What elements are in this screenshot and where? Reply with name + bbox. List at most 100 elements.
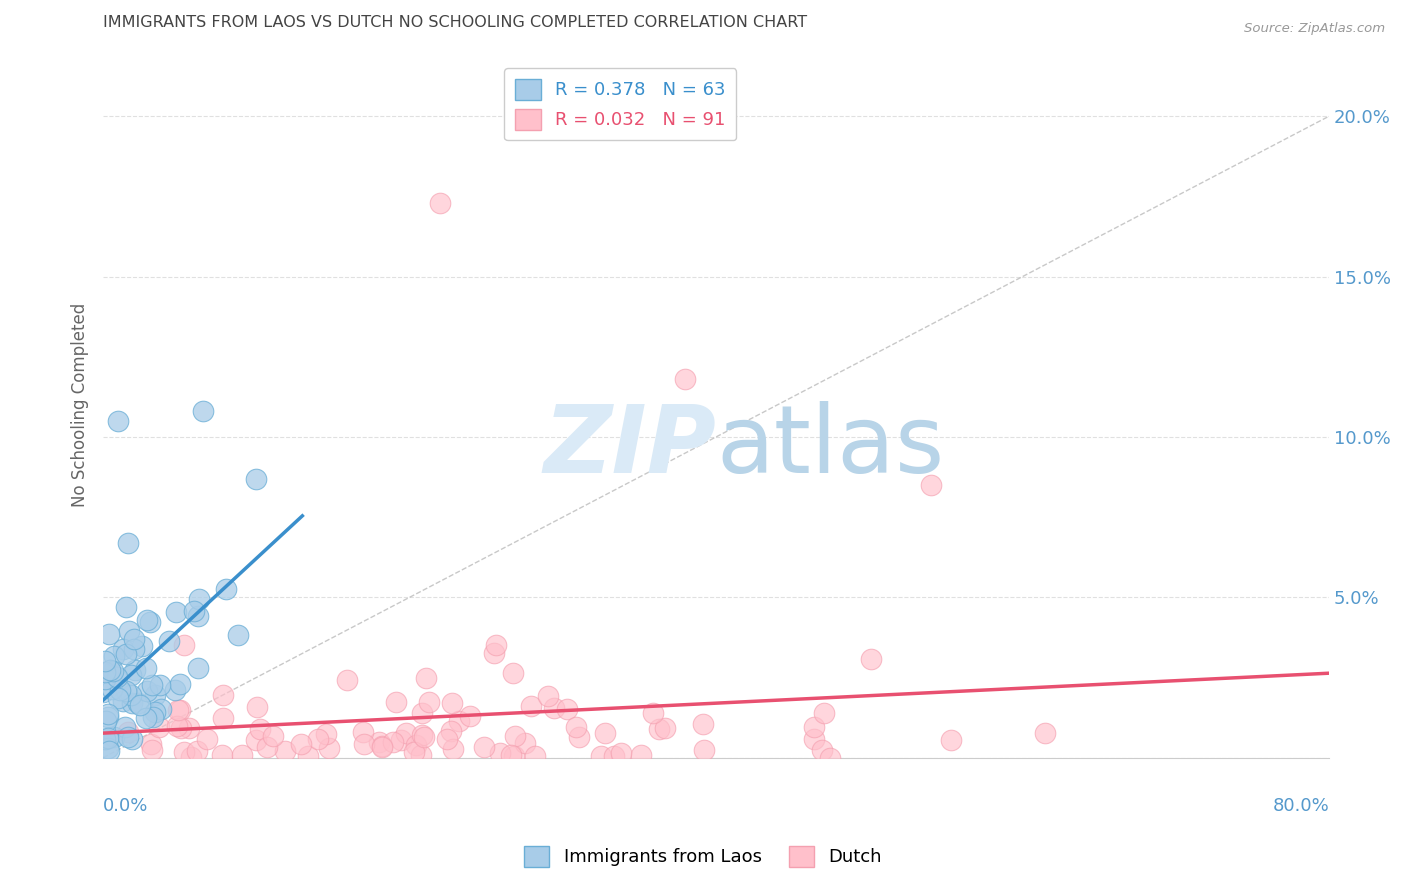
- Point: [939, 733, 962, 747]
- Point: [112, 642, 135, 657]
- Point: [226, 628, 249, 642]
- Point: [557, 702, 579, 716]
- Point: [114, 599, 136, 614]
- Point: [112, 694, 135, 708]
- Point: [115, 647, 138, 661]
- Legend: Immigrants from Laos, Dutch: Immigrants from Laos, Dutch: [517, 838, 889, 874]
- Point: [418, 695, 440, 709]
- Point: [94, 665, 117, 680]
- Point: [173, 639, 195, 653]
- Point: [149, 702, 172, 716]
- Text: IMMIGRANTS FROM LAOS VS DUTCH NO SCHOOLING COMPLETED CORRELATION CHART: IMMIGRANTS FROM LAOS VS DUTCH NO SCHOOLI…: [103, 15, 807, 30]
- Point: [447, 714, 470, 728]
- Point: [157, 633, 180, 648]
- Point: [93, 672, 115, 686]
- Point: [315, 727, 337, 741]
- Point: [141, 742, 163, 756]
- Point: [654, 721, 676, 735]
- Point: [395, 726, 418, 740]
- Point: [860, 652, 883, 666]
- Point: [411, 748, 433, 763]
- Point: [520, 698, 543, 713]
- Point: [692, 717, 714, 731]
- Point: [440, 724, 463, 739]
- Point: [122, 632, 145, 646]
- Point: [101, 664, 124, 678]
- Point: [173, 745, 195, 759]
- Point: [215, 582, 238, 596]
- Point: [127, 696, 149, 710]
- Point: [523, 749, 546, 764]
- Point: [170, 722, 193, 736]
- Point: [96, 714, 118, 728]
- Point: [231, 747, 253, 762]
- Point: [186, 743, 208, 757]
- Point: [458, 709, 481, 723]
- Point: [211, 748, 233, 763]
- Point: [385, 695, 408, 709]
- Point: [124, 664, 146, 678]
- Point: [148, 720, 170, 734]
- Point: [169, 677, 191, 691]
- Point: [245, 733, 267, 747]
- Point: [335, 673, 357, 687]
- Point: [149, 678, 172, 692]
- Point: [692, 743, 714, 757]
- Point: [537, 689, 560, 703]
- Point: [179, 721, 201, 735]
- Point: [143, 706, 166, 720]
- Point: [97, 706, 120, 721]
- Point: [352, 724, 374, 739]
- Point: [166, 719, 188, 733]
- Point: [141, 678, 163, 692]
- Point: [353, 737, 375, 751]
- Point: [114, 684, 136, 698]
- Point: [245, 472, 267, 486]
- Point: [195, 732, 218, 747]
- Text: Source: ZipAtlas.com: Source: ZipAtlas.com: [1244, 22, 1385, 36]
- Point: [191, 404, 214, 418]
- Point: [165, 682, 187, 697]
- Point: [484, 639, 506, 653]
- Point: [811, 743, 834, 757]
- Point: [98, 663, 121, 677]
- Point: [97, 731, 120, 746]
- Point: [543, 701, 565, 715]
- Point: [122, 642, 145, 657]
- Point: [108, 683, 131, 698]
- Point: [249, 722, 271, 736]
- Point: [187, 661, 209, 675]
- Point: [97, 740, 120, 755]
- Point: [97, 665, 120, 679]
- Point: [411, 706, 433, 720]
- Point: [609, 746, 631, 760]
- Point: [440, 696, 463, 710]
- Point: [94, 731, 117, 746]
- Point: [118, 624, 141, 639]
- Point: [813, 706, 835, 720]
- Point: [139, 615, 162, 629]
- Point: [101, 681, 124, 696]
- Point: [94, 654, 117, 668]
- Point: [139, 737, 162, 751]
- Point: [603, 748, 626, 763]
- Point: [503, 748, 526, 763]
- Point: [1033, 726, 1056, 740]
- Point: [411, 728, 433, 742]
- Point: [565, 720, 588, 734]
- Text: 80.0%: 80.0%: [1272, 797, 1329, 814]
- Point: [107, 414, 129, 428]
- Point: [165, 606, 187, 620]
- Text: 0.0%: 0.0%: [103, 797, 149, 814]
- Point: [591, 749, 613, 764]
- Point: [211, 688, 233, 702]
- Point: [413, 730, 436, 744]
- Point: [415, 672, 437, 686]
- Point: [97, 710, 120, 724]
- Point: [389, 732, 412, 747]
- Point: [136, 613, 159, 627]
- Text: ZIP: ZIP: [543, 401, 716, 493]
- Point: [93, 684, 115, 698]
- Point: [675, 372, 697, 386]
- Point: [404, 745, 426, 759]
